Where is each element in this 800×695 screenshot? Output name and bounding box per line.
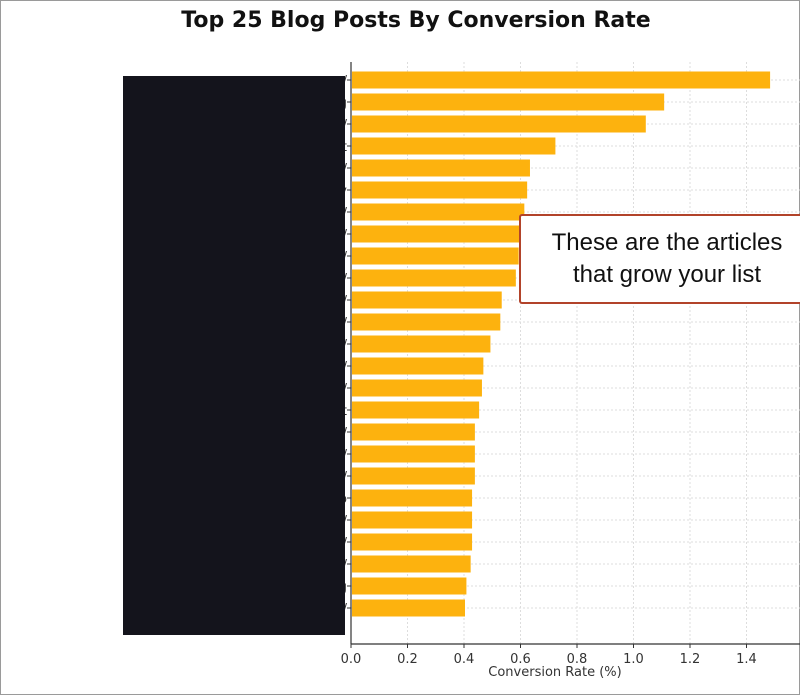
bar xyxy=(352,159,530,177)
annotation-line-1: These are the articles xyxy=(551,229,783,256)
bar xyxy=(352,181,528,199)
bar xyxy=(352,379,482,397)
x-tick-label: 0.2 xyxy=(397,652,418,667)
bar xyxy=(352,247,519,265)
bar xyxy=(352,313,501,331)
y-tick-label: / xyxy=(343,118,348,133)
y-tick-label: / xyxy=(343,448,348,463)
x-tick-label: 0.6 xyxy=(510,652,531,667)
x-axis-label: Conversion Rate (%) xyxy=(488,665,622,680)
annotation-line-2: that grow your list xyxy=(572,261,762,288)
x-tick-label: 1.4 xyxy=(736,652,757,667)
bar xyxy=(352,137,556,155)
y-tick-label: / xyxy=(343,382,348,397)
y-tick-label: / xyxy=(343,514,348,529)
bar xyxy=(352,225,521,243)
bar xyxy=(352,511,473,529)
bar xyxy=(352,467,475,485)
bar xyxy=(352,423,475,441)
bar xyxy=(352,335,491,353)
bar xyxy=(352,599,465,617)
bar xyxy=(352,555,471,573)
x-tick-label: 0.8 xyxy=(567,652,588,667)
x-tick-label: 1.0 xyxy=(623,652,644,667)
y-tick-label: / xyxy=(343,360,348,375)
bar xyxy=(352,115,646,133)
bar xyxy=(352,71,771,89)
y-tick-label: / xyxy=(343,602,348,617)
bar xyxy=(352,357,484,375)
chart-title: Top 25 Blog Posts By Conversion Rate xyxy=(181,8,651,33)
bar xyxy=(352,203,525,221)
bar xyxy=(352,401,480,419)
y-tick-label: / xyxy=(343,338,348,353)
annotation-callout: These are the articles that grow your li… xyxy=(519,214,800,304)
bar xyxy=(352,577,467,595)
bar xyxy=(352,269,516,287)
y-tick-label: / xyxy=(343,74,348,89)
y-tick-label: / xyxy=(343,316,348,331)
bar xyxy=(352,445,475,463)
x-tick-label: 0.4 xyxy=(454,652,475,667)
x-tick-label: 1.2 xyxy=(680,652,701,667)
bar xyxy=(352,291,502,309)
y-tick-label: / xyxy=(343,250,348,265)
y-tick-label: / xyxy=(343,162,348,177)
y-tick-label: / xyxy=(343,272,348,287)
y-tick-label: / xyxy=(343,228,348,243)
bar xyxy=(352,489,473,507)
y-tick-label: / xyxy=(343,206,348,221)
x-tick-label: 0.0 xyxy=(341,652,362,667)
redaction-block xyxy=(123,76,345,635)
y-tick-label: / xyxy=(343,426,348,441)
bar xyxy=(352,93,665,111)
bar xyxy=(352,533,473,551)
